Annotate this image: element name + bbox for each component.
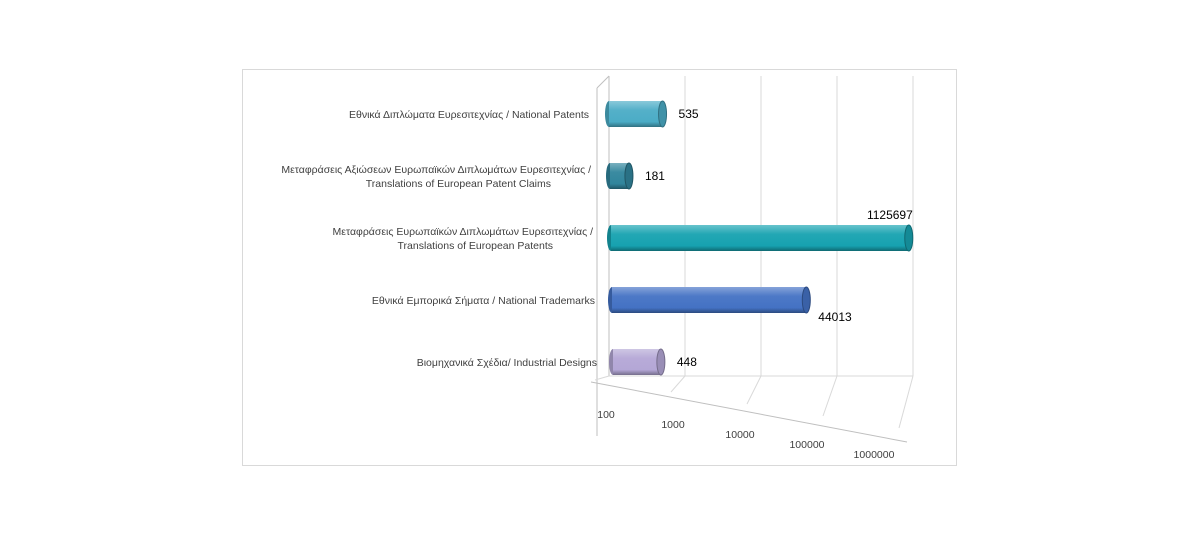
- bar-cap-right: [904, 224, 914, 252]
- bar-cap-right: [658, 100, 668, 128]
- bar: [608, 286, 811, 314]
- bar-cap-right: [624, 162, 634, 190]
- chart-frame: 100 1000 10000 100000 1000000 535 Εθνικά Διπλώ…: [242, 69, 957, 466]
- x-tick-label: 100000: [789, 439, 824, 451]
- floor-front-edge: [590, 381, 908, 443]
- category-label: Εθνικά Εμπορικά Σήματα / National Tradem…: [372, 295, 595, 307]
- category-label: Εθνικά Διπλώματα Ευρεσιτεχνίας / Nationa…: [349, 109, 589, 121]
- axis-wall-top: [596, 75, 610, 89]
- bar: [609, 348, 666, 376]
- floor-gridline: [746, 375, 762, 405]
- floor-gridline: [594, 375, 610, 381]
- x-tick-label: 10000: [725, 429, 754, 441]
- bar-body: [613, 349, 661, 375]
- bar-value-label: 448: [677, 355, 697, 369]
- category-label: Μεταφράσεις Αξιώσεων Ευρωπαϊκών Διπλωμάτ…: [281, 164, 591, 176]
- floor-gridline: [670, 375, 686, 393]
- x-tick-label: 100: [597, 409, 615, 421]
- category-label: Μεταφράσεις Ευρωπαϊκών Διπλωμάτων Ευρεσι…: [333, 226, 594, 238]
- x-tick-label: 1000: [661, 419, 685, 431]
- bar-cap-right: [656, 348, 666, 376]
- bar-body: [609, 101, 663, 127]
- chart-svg: 100 1000 10000 100000 1000000 535 Εθνικά Διπλώ…: [281, 75, 914, 461]
- floor-gridline: [822, 375, 838, 417]
- floor-gridline: [898, 375, 914, 429]
- bar: [605, 100, 668, 128]
- category-label: Βιομηχανικά Σχέδια/ Industrial Designs: [417, 357, 597, 369]
- category-label: Translations of European Patents: [398, 240, 553, 252]
- bar: [607, 224, 914, 252]
- bar-body: [612, 287, 807, 313]
- bar: [606, 162, 634, 190]
- bar-value-label: 44013: [818, 310, 852, 324]
- bar-cap-right: [801, 286, 811, 314]
- category-label: Translations of European Patent Claims: [366, 178, 551, 190]
- x-tick-label: 1000000: [854, 449, 895, 461]
- bar-value-label: 535: [679, 107, 699, 121]
- bar-value-label: 181: [645, 169, 665, 183]
- bar-body: [610, 163, 629, 189]
- bar-value-label: 1125697: [867, 208, 913, 222]
- bar-body: [611, 225, 909, 251]
